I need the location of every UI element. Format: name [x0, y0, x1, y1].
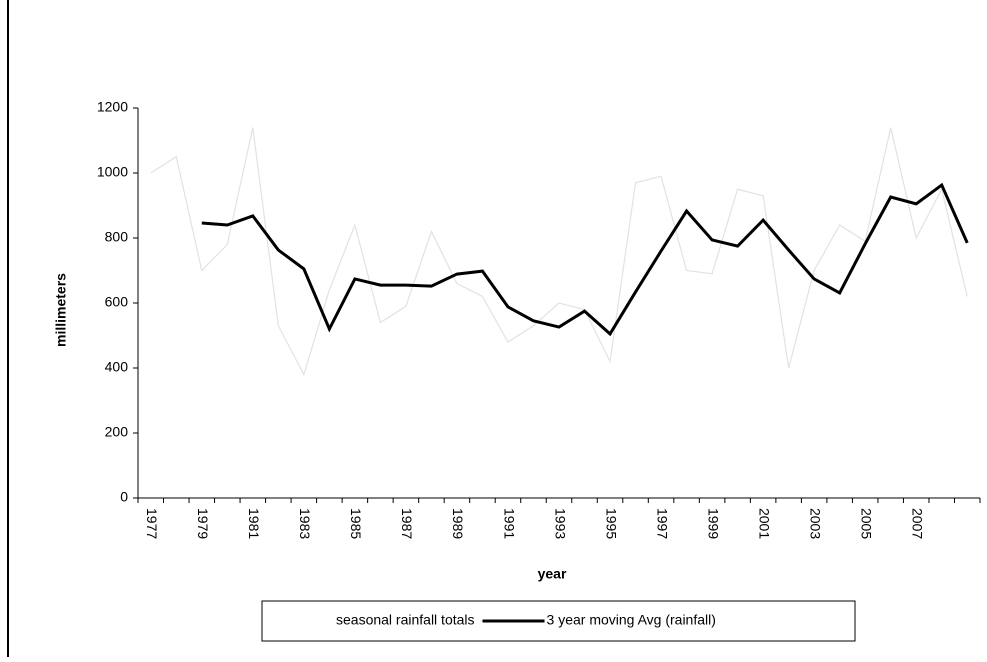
x-tick-label: 1999 [705, 508, 721, 539]
y-tick-label: 600 [105, 294, 129, 310]
x-tick-label: 1985 [348, 508, 364, 539]
x-tick-label: 1995 [603, 508, 619, 539]
legend-label: seasonal rainfall totals [336, 612, 475, 628]
x-tick-label: 1991 [501, 508, 517, 539]
x-tick-label: 1983 [297, 508, 313, 539]
y-tick-label: 200 [105, 424, 129, 440]
y-tick-label: 400 [105, 359, 129, 375]
x-tick-label: 1993 [552, 508, 568, 539]
x-tick-label: 1987 [399, 508, 415, 539]
legend-box [261, 600, 856, 642]
x-tick-label: 1997 [654, 508, 670, 539]
series-line [201, 182, 969, 337]
y-tick-label: 1000 [97, 164, 128, 180]
x-tick-label: 1977 [144, 508, 160, 539]
x-tick-label: 1979 [195, 508, 211, 539]
x-tick-label: 1981 [246, 508, 262, 539]
x-tick-label: 2001 [756, 508, 772, 539]
series-line [150, 127, 968, 377]
x-tick-label: 2003 [807, 508, 823, 539]
legend-label: 3 year moving Avg (rainfall) [547, 612, 716, 628]
x-tick-label: 2005 [858, 508, 874, 539]
y-axis-title: millimeters [53, 273, 69, 347]
x-tick-label: 1989 [450, 508, 466, 539]
y-tick-label: 1200 [97, 99, 128, 115]
x-tick-label: 2007 [910, 508, 926, 539]
x-axis-title: year [538, 566, 567, 582]
y-tick-label: 0 [120, 489, 128, 505]
y-tick-label: 800 [105, 229, 129, 245]
